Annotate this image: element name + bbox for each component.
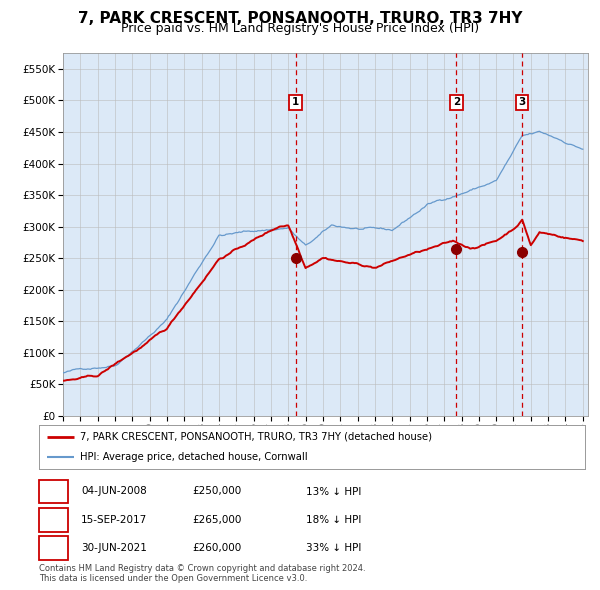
Text: 3: 3 (50, 543, 57, 553)
Text: 30-JUN-2021: 30-JUN-2021 (81, 543, 147, 553)
Text: 1: 1 (292, 97, 299, 107)
Text: 2: 2 (50, 515, 57, 525)
Text: 7, PARK CRESCENT, PONSANOOTH, TRURO, TR3 7HY (detached house): 7, PARK CRESCENT, PONSANOOTH, TRURO, TR3… (80, 432, 432, 442)
Text: 33% ↓ HPI: 33% ↓ HPI (306, 543, 361, 553)
Text: Price paid vs. HM Land Registry's House Price Index (HPI): Price paid vs. HM Land Registry's House … (121, 22, 479, 35)
Text: £265,000: £265,000 (192, 515, 241, 525)
Text: 18% ↓ HPI: 18% ↓ HPI (306, 515, 361, 525)
Text: 1: 1 (50, 487, 57, 496)
Text: 04-JUN-2008: 04-JUN-2008 (81, 487, 147, 496)
Text: HPI: Average price, detached house, Cornwall: HPI: Average price, detached house, Corn… (80, 452, 308, 462)
Text: This data is licensed under the Open Government Licence v3.0.: This data is licensed under the Open Gov… (39, 574, 307, 583)
Text: 7, PARK CRESCENT, PONSANOOTH, TRURO, TR3 7HY: 7, PARK CRESCENT, PONSANOOTH, TRURO, TR3… (78, 11, 522, 25)
Text: £250,000: £250,000 (192, 487, 241, 496)
Text: 13% ↓ HPI: 13% ↓ HPI (306, 487, 361, 496)
Text: Contains HM Land Registry data © Crown copyright and database right 2024.: Contains HM Land Registry data © Crown c… (39, 565, 365, 573)
Text: 2: 2 (453, 97, 460, 107)
Text: 3: 3 (518, 97, 526, 107)
Text: £260,000: £260,000 (192, 543, 241, 553)
Text: 15-SEP-2017: 15-SEP-2017 (81, 515, 147, 525)
